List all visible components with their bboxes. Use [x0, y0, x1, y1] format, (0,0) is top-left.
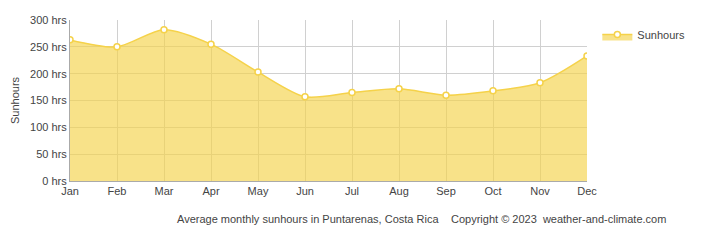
- svg-text:Sep: Sep: [436, 185, 456, 197]
- svg-text:Jul: Jul: [345, 185, 359, 197]
- svg-text:0 hrs: 0 hrs: [42, 175, 67, 187]
- svg-text:Jan: Jan: [61, 185, 79, 197]
- svg-text:Dec: Dec: [577, 185, 597, 197]
- svg-text:Sunhours: Sunhours: [637, 29, 685, 41]
- svg-text:Aug: Aug: [389, 185, 409, 197]
- svg-text:Nov: Nov: [530, 185, 550, 197]
- svg-text:200 hrs: 200 hrs: [30, 68, 67, 80]
- svg-text:May: May: [248, 185, 269, 197]
- svg-text:Copyright © 2023 weather-and-: Copyright © 2023 weather-and-climate.com: [451, 213, 666, 225]
- svg-text:100 hrs: 100 hrs: [30, 121, 67, 133]
- svg-text:50 hrs: 50 hrs: [36, 148, 67, 160]
- svg-text:Apr: Apr: [202, 185, 219, 197]
- svg-text:Sunhours: Sunhours: [9, 76, 21, 124]
- svg-text:Average monthly sunhours in Pu: Average monthly sunhours in Puntarenas, …: [177, 213, 439, 225]
- svg-text:250 hrs: 250 hrs: [30, 41, 67, 53]
- svg-text:150 hrs: 150 hrs: [30, 94, 67, 106]
- svg-text:Mar: Mar: [155, 185, 174, 197]
- svg-text:300 hrs: 300 hrs: [30, 14, 67, 26]
- svg-text:Oct: Oct: [484, 185, 501, 197]
- svg-text:Feb: Feb: [108, 185, 127, 197]
- svg-text:Jun: Jun: [296, 185, 314, 197]
